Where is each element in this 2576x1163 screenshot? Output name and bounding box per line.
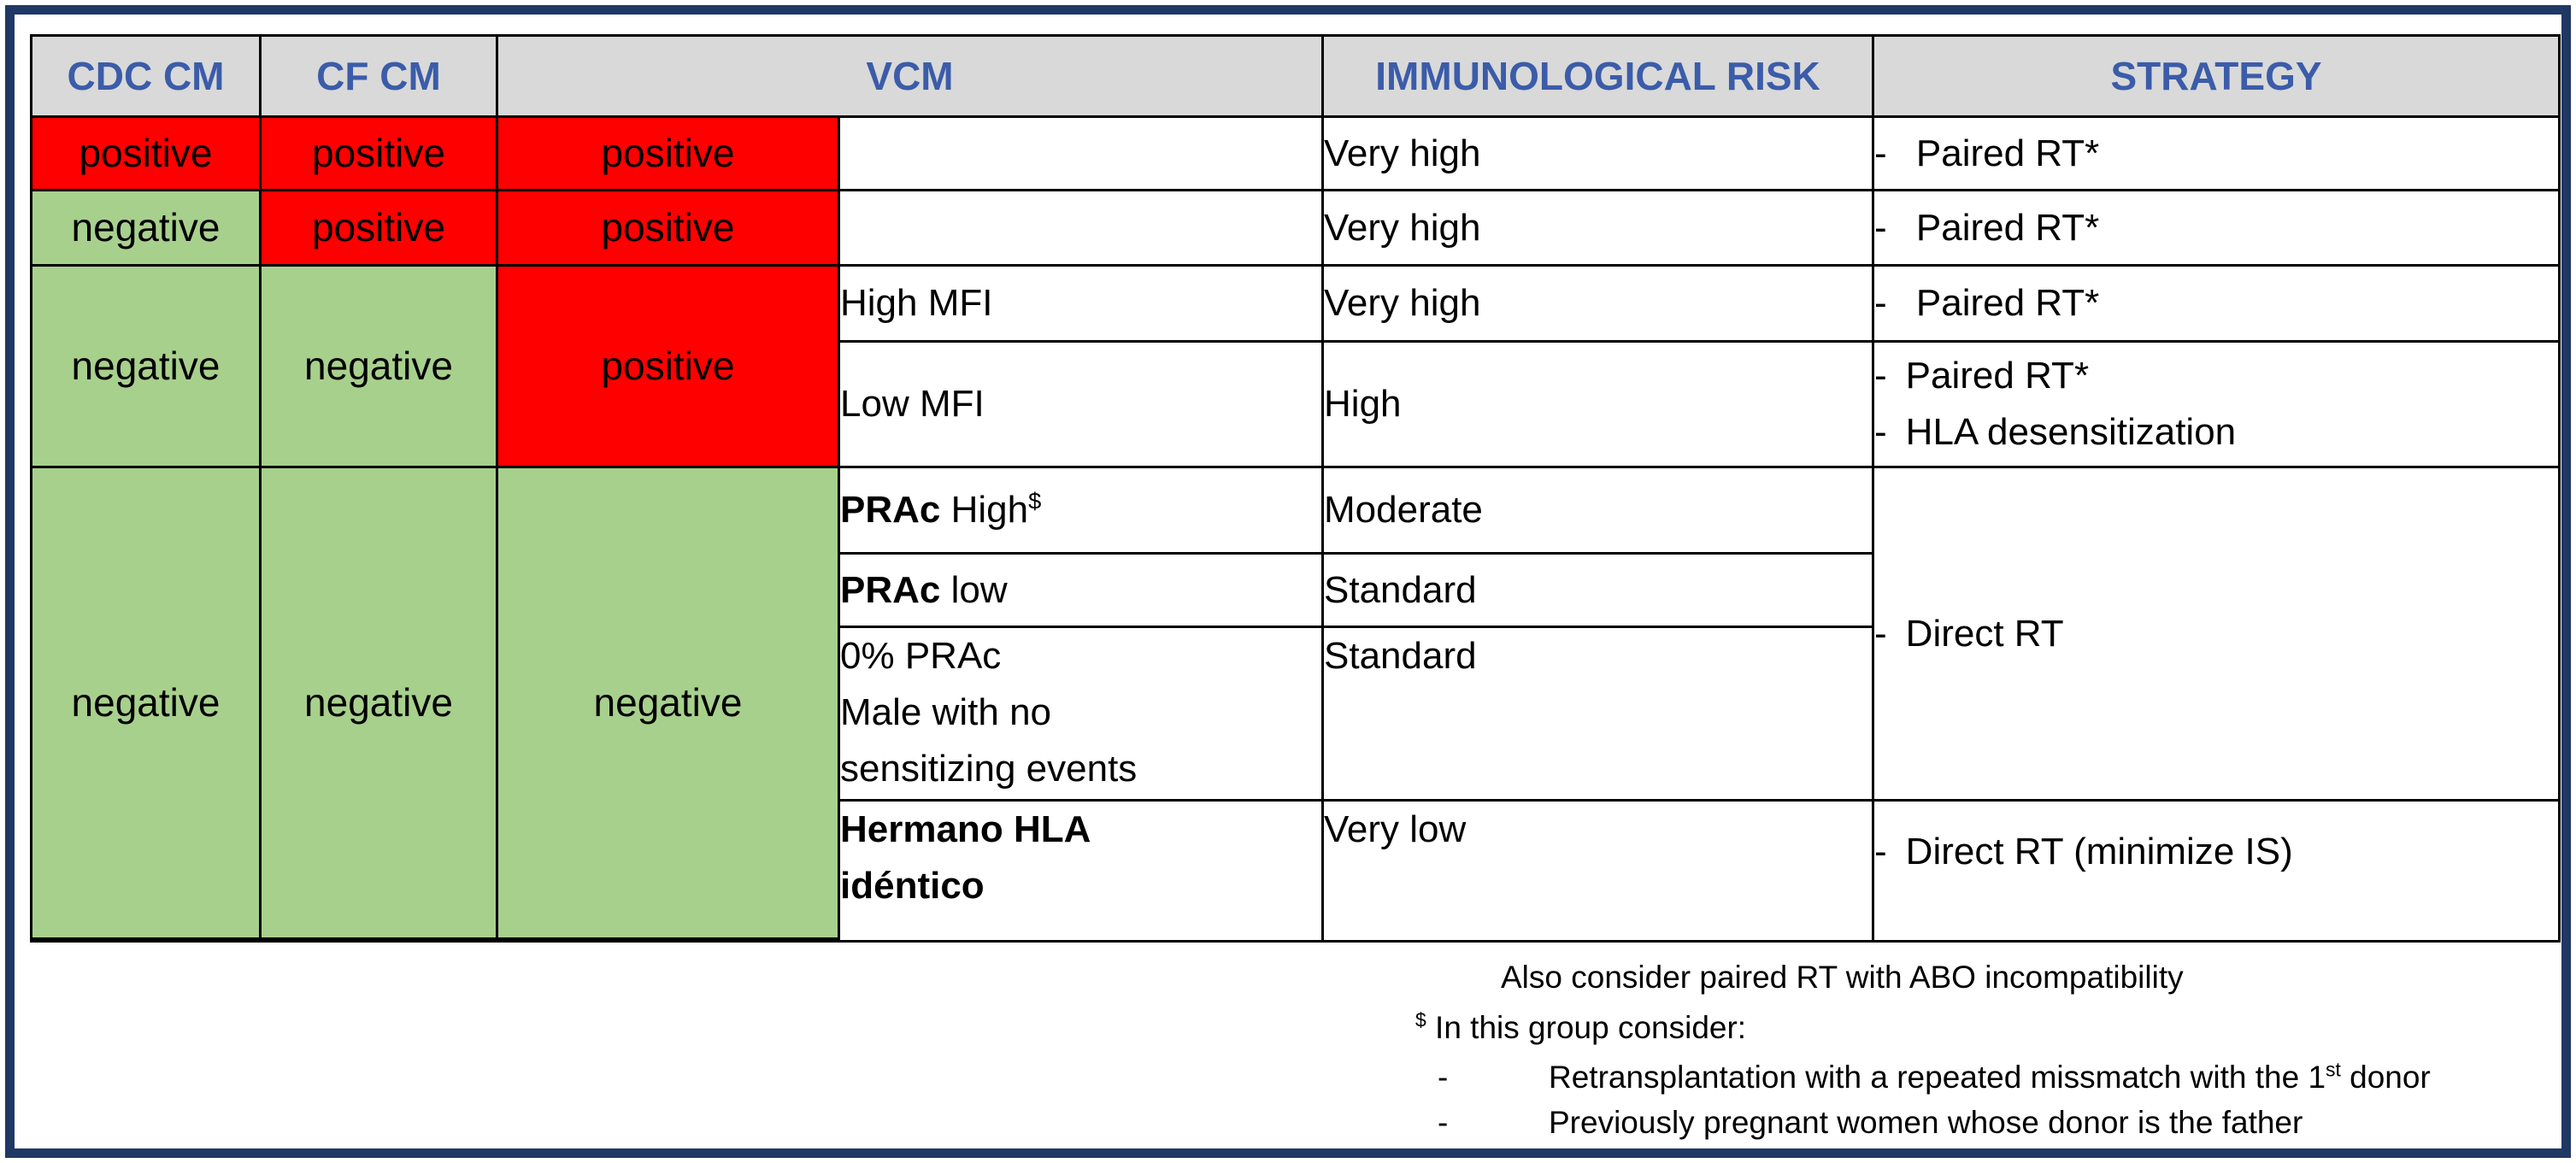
table-row: negative negative negative PRAc High$ Mo…: [32, 468, 2559, 940]
cell-condition-prac-high: PRAc High$: [840, 468, 1325, 555]
table-row: PRAc low Standard: [32, 555, 2558, 628]
prac-label: PRAc: [840, 489, 941, 531]
table-row: 0% PRAc Male with no sensitizing events …: [32, 628, 2558, 802]
cell-cdc-negative-group: negative: [32, 267, 262, 468]
prac-label: PRAc: [840, 568, 941, 611]
cell-condition-prac-low: PRAc low: [840, 555, 1325, 628]
footnote-retransplantation-text: Retransplantation with a repeated missma…: [1549, 1059, 2431, 1096]
footnotes-block: Also consider paired RT with ABO incompa…: [1415, 959, 2552, 1150]
table-row: positive positive positive Very high - P…: [32, 118, 2559, 191]
header-row: CDC CM CF CM VCM IMMUNOLOGICAL RISK STRA…: [32, 37, 2559, 118]
cell-cf-negative-group: negative: [262, 267, 498, 468]
table-row: Low MFI High - Paired RT* - HLA desensit…: [32, 343, 2559, 468]
column-header-vcm: VCM: [498, 37, 1325, 118]
list-dash: -: [1438, 1105, 1449, 1141]
cell-risk-very-low: Very low: [1324, 802, 1875, 940]
cell-strategy-paired-rt-hla-desensitization: - Paired RT* - HLA desensitization: [1874, 343, 2559, 468]
cell-cf-positive: positive: [262, 191, 498, 267]
footnote-pregnant-women: - Previously pregnant women whose donor …: [1415, 1104, 2552, 1142]
footnote-abo-incompatibility: Also consider paired RT with ABO incompa…: [1501, 960, 2184, 995]
cell-vcm-positive: positive: [498, 191, 840, 267]
cell-strategy-paired-rt: - Paired RT*: [1874, 267, 2559, 343]
cell-risk-standard: Standard: [1324, 555, 1875, 628]
cell-strategy-direct-rt: - Direct RT: [1874, 468, 2559, 802]
table-row: Hermano HLA idéntico Very low - Direct R…: [32, 802, 2558, 940]
footnote-pregnant-women-text: Previously pregnant women whose donor is…: [1549, 1105, 2303, 1141]
cell-condition-hla-identical-sibling: Hermano HLA idéntico: [840, 802, 1325, 940]
cell-cdc-positive: positive: [32, 118, 262, 191]
cell-risk-very-high: Very high: [1324, 118, 1875, 191]
footnote-group-consider-text: In this group consider:: [1435, 1010, 1747, 1046]
table-row: negative positive positive Very high - P…: [32, 191, 2559, 267]
cell-strategy-paired-rt: - Paired RT*: [1874, 118, 2559, 191]
cell-condition-zero-prac-male: 0% PRAc Male with no sensitizing events: [840, 628, 1325, 802]
cell-cdc-negative: negative: [32, 191, 262, 267]
cell-risk-high: High: [1324, 343, 1875, 468]
cell-risk-very-high: Very high: [1324, 267, 1875, 343]
immunological-risk-table: CDC CM CF CM VCM IMMUNOLOGICAL RISK STRA…: [30, 34, 2561, 943]
retransplantation-pre: Retransplantation with a repeated missma…: [1549, 1059, 2326, 1095]
column-header-cf-cm: CF CM: [262, 37, 498, 118]
retransplantation-post: donor: [2340, 1059, 2431, 1095]
cell-condition-high-mfi: High MFI: [840, 267, 1325, 343]
column-header-immunological-risk: IMMUNOLOGICAL RISK: [1324, 37, 1875, 118]
list-dash: -: [1438, 1059, 1449, 1095]
cell-cdc-negative-group: negative: [32, 468, 262, 940]
prac-low-text: low: [940, 568, 1008, 611]
cell-cf-positive: positive: [262, 118, 498, 191]
cell-risk-very-high: Very high: [1324, 191, 1875, 267]
cell-vcm-negative-group: negative: [498, 468, 840, 940]
dollar-footnote-marker: $: [1415, 1009, 1426, 1032]
footnote-retransplantation: - Retransplantation with a repeated miss…: [1415, 1059, 2552, 1096]
column-header-cdc-cm: CDC CM: [32, 37, 262, 118]
cell-vcm-condition-empty: [840, 191, 1325, 267]
cell-risk-standard: Standard: [1324, 628, 1875, 802]
table-row: negative negative positive High MFI Very…: [32, 267, 2559, 468]
cell-vcm-condition-empty: [840, 118, 1325, 191]
cell-strategy-direct-rt-minimize-is: - Direct RT (minimize IS): [1874, 831, 2293, 872]
cell-cf-negative-group: negative: [262, 468, 498, 940]
dollar-footnote-marker: $: [1028, 487, 1042, 514]
prac-high-text: High: [940, 489, 1029, 531]
cell-vcm-positive-group: positive: [498, 267, 840, 468]
footnote-group-consider: $ In this group consider:: [1415, 1009, 2552, 1047]
cell-strategy-paired-rt: - Paired RT*: [1874, 191, 2559, 267]
ordinal-superscript: st: [2326, 1058, 2341, 1081]
cell-risk-moderate: Moderate: [1324, 468, 1875, 555]
cell-vcm-positive: positive: [498, 118, 840, 191]
risk-table-container: CDC CM CF CM VCM IMMUNOLOGICAL RISK STRA…: [30, 34, 2561, 943]
cell-condition-low-mfi: Low MFI: [840, 343, 1325, 468]
column-header-strategy: STRATEGY: [1874, 37, 2559, 118]
